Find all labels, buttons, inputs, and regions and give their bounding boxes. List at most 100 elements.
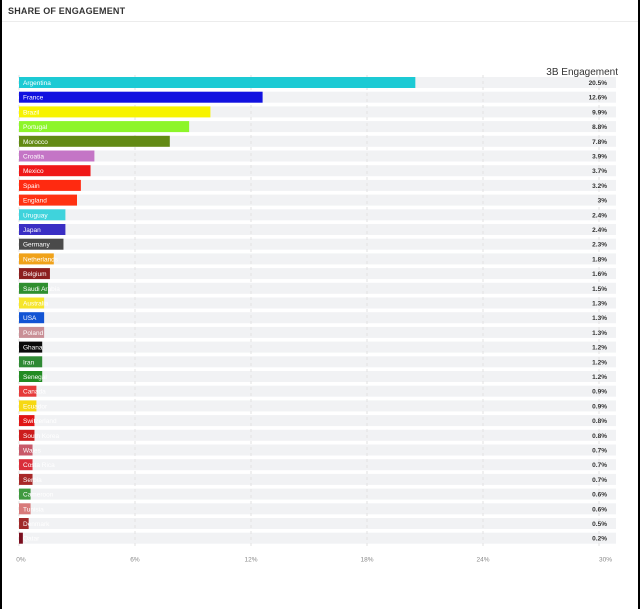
bar-value-label: 9.9% xyxy=(592,109,607,116)
bar-category-label: Argentina xyxy=(23,80,51,87)
chart-title: SHARE OF ENGAGEMENT xyxy=(8,6,126,16)
bar xyxy=(19,415,35,427)
bar-value-label: 2.4% xyxy=(592,212,607,219)
bar-category-label: Canada xyxy=(23,389,46,396)
bar-track xyxy=(19,532,616,544)
bar xyxy=(19,341,43,353)
bar-category-label: Tunisia xyxy=(23,506,44,513)
bar-category-label: Australia xyxy=(23,301,49,308)
bar-value-label: 3.2% xyxy=(592,183,607,190)
bar-track xyxy=(19,297,616,309)
bar-track xyxy=(19,518,616,529)
bar-value-label: 3.9% xyxy=(592,154,607,161)
bar-category-label: Senegal xyxy=(23,374,47,381)
bar-track xyxy=(19,503,616,515)
bar-category-label: Qatar xyxy=(23,536,40,543)
bar xyxy=(19,121,190,133)
bar xyxy=(19,224,66,235)
bar-track xyxy=(19,194,616,206)
bar-track xyxy=(19,165,616,177)
bar-value-label: 1.2% xyxy=(592,374,607,381)
bar-category-label: Wales xyxy=(23,448,42,455)
bar-track xyxy=(19,179,616,191)
bar-category-label: France xyxy=(23,95,44,102)
bar xyxy=(19,385,37,397)
bar-track xyxy=(19,121,616,133)
bar-category-label: South Korea xyxy=(23,433,60,440)
bar-value-label: 20.5% xyxy=(589,80,608,87)
x-tick-label: 18% xyxy=(360,556,373,563)
bar-track xyxy=(19,253,616,265)
bar-value-label: 1.3% xyxy=(592,330,607,337)
bar-value-label: 2.4% xyxy=(592,227,607,234)
bar xyxy=(19,532,23,544)
bar xyxy=(19,400,37,412)
bar xyxy=(19,312,45,324)
bar-category-label: USA xyxy=(23,315,37,322)
bar-track xyxy=(19,473,616,485)
bar-track xyxy=(19,150,616,162)
x-tick-label: 30% xyxy=(599,556,612,563)
bar-value-label: 3% xyxy=(598,198,608,205)
bar-value-label: 0.7% xyxy=(592,448,607,455)
bar-track xyxy=(19,444,616,456)
bar-category-label: Mexico xyxy=(23,168,44,175)
bar-track xyxy=(19,224,616,235)
bar-value-label: 12.6% xyxy=(589,95,608,102)
x-tick-label: 24% xyxy=(476,556,489,563)
bar-track xyxy=(19,385,616,397)
bar-value-label: 3.7% xyxy=(592,168,607,175)
bar xyxy=(19,488,31,500)
bar-value-label: 1.8% xyxy=(592,256,607,263)
bar-track xyxy=(19,356,616,368)
bar xyxy=(19,209,66,221)
bar-category-label: Brazil xyxy=(23,109,40,116)
bar-category-label: Denmark xyxy=(23,521,50,528)
bar-value-label: 0.8% xyxy=(592,418,607,425)
bar-track xyxy=(19,91,616,103)
bar-value-label: 0.6% xyxy=(592,506,607,513)
x-tick-label: 12% xyxy=(244,556,257,563)
legend-label: 3B Engagement xyxy=(546,67,618,78)
bar xyxy=(19,429,35,441)
bar-category-label: Belgium xyxy=(23,271,46,278)
bar-category-label: Saudi Arabia xyxy=(23,286,60,293)
bar xyxy=(19,238,64,250)
bar-track xyxy=(19,106,616,118)
bar-category-label: Morocco xyxy=(23,139,48,146)
bar-track xyxy=(19,268,616,280)
bar xyxy=(19,150,95,162)
bar-track xyxy=(19,488,616,500)
bar-category-label: Portugal xyxy=(23,124,48,131)
bar-track xyxy=(19,282,616,294)
bar xyxy=(19,91,263,103)
bar-category-label: Germany xyxy=(23,242,50,249)
bar-value-label: 1.5% xyxy=(592,286,607,293)
bar xyxy=(19,179,81,191)
bar-track xyxy=(19,209,616,221)
bar xyxy=(19,297,45,309)
bar-track xyxy=(19,400,616,412)
bar-category-label: Spain xyxy=(23,183,40,190)
x-tick-label: 6% xyxy=(130,556,140,563)
bar-value-label: 0.6% xyxy=(592,492,607,499)
bar xyxy=(19,135,170,147)
bar-track xyxy=(19,429,616,441)
bar-category-label: Cameroon xyxy=(23,492,54,499)
bar-value-label: 8.8% xyxy=(592,124,607,131)
bar-category-label: Japan xyxy=(23,227,41,234)
bar-category-label: Croatia xyxy=(23,154,44,161)
bar-track xyxy=(19,459,616,471)
bar-value-label: 1.3% xyxy=(592,301,607,308)
bar-track xyxy=(19,312,616,324)
bar-category-label: Iran xyxy=(23,359,35,366)
bar xyxy=(19,282,48,294)
bar-value-label: 1.3% xyxy=(592,315,607,322)
bar xyxy=(19,444,33,456)
bar-value-label: 0.2% xyxy=(592,536,607,543)
bar-value-label: 0.9% xyxy=(592,403,607,410)
bar-value-label: 0.9% xyxy=(592,389,607,396)
bar xyxy=(19,77,416,88)
bar-value-label: 0.7% xyxy=(592,462,607,469)
